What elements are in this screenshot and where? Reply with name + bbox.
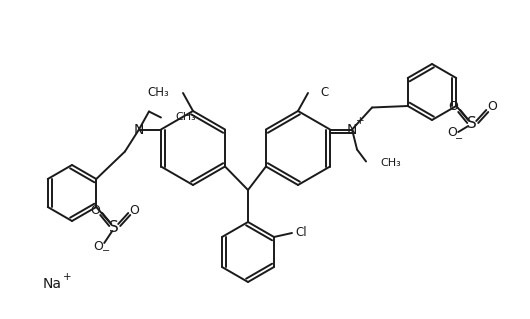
Text: CH₃: CH₃ bbox=[380, 159, 401, 168]
Text: O: O bbox=[487, 100, 497, 114]
Text: O: O bbox=[93, 240, 103, 253]
Text: O: O bbox=[90, 204, 100, 217]
Text: O: O bbox=[129, 204, 139, 217]
Text: −: − bbox=[102, 246, 110, 256]
Text: S: S bbox=[467, 116, 477, 131]
Text: O: O bbox=[447, 127, 457, 139]
Text: CH₃: CH₃ bbox=[147, 85, 169, 99]
Text: −: − bbox=[455, 134, 463, 144]
Text: +: + bbox=[356, 116, 364, 127]
Text: Na: Na bbox=[42, 277, 61, 291]
Text: S: S bbox=[109, 219, 119, 234]
Text: O: O bbox=[448, 100, 458, 114]
Text: N: N bbox=[347, 122, 357, 137]
Text: C: C bbox=[320, 85, 328, 99]
Text: CH₃: CH₃ bbox=[175, 112, 196, 122]
Text: Cl: Cl bbox=[295, 226, 307, 240]
Text: +: + bbox=[63, 272, 72, 282]
Text: N: N bbox=[134, 122, 144, 137]
